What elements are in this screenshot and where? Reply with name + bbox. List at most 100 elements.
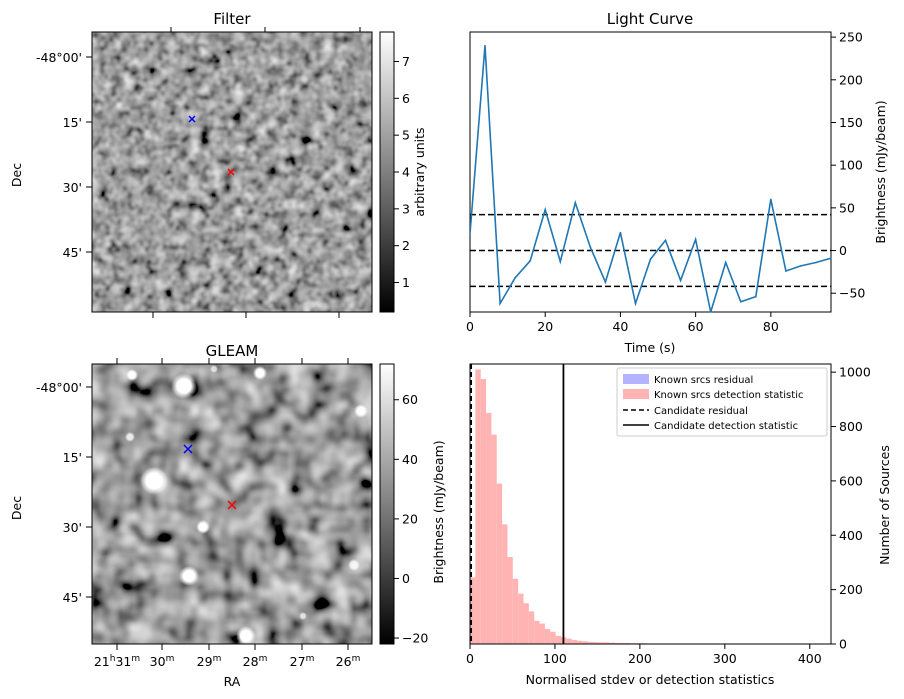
lightcurve-yticks: −50 0 50 100 150 200 250 [831,30,865,301]
histogram-right-ylabel: Number of Sources [877,445,892,565]
histogram-xtick-label: 100 [543,651,567,666]
histogram-bar [475,369,481,644]
gleam-colorbar-tick-label: 0 [402,571,410,586]
histogram-bar [496,483,503,644]
filter-colorbar-ticks: 1 2 3 4 5 6 7 [394,54,410,290]
filter-ytick-2: 30' [63,180,82,195]
filter-colorbar-label: arbitrary units [412,127,427,216]
lightcurve-point [484,44,486,47]
histogram-bar [555,635,561,644]
histogram-bar [518,593,524,644]
gleam-colorbar-ticks: −20 0 20 40 60 [394,392,428,646]
histogram-yticks: 0 200 400 600 800 1000 [831,365,871,652]
histogram-xtick-label: 200 [628,651,652,666]
gleam-source [236,626,256,646]
filter-candidate-marker [227,168,235,176]
histogram-ytick-label: 600 [839,473,863,488]
lightcurve-point [709,311,712,313]
histogram-bar [619,642,626,644]
lightcurve-point [770,198,772,201]
lightcurve-threshold-lines [470,213,831,288]
histogram-bar [491,434,497,644]
filter-ylabel: Dec [9,163,24,187]
gleam-xtick-3: 28m [243,654,268,669]
lightcurve-xlabel: Time (s) [624,340,676,355]
histogram-bar [470,577,476,644]
lightcurve-point [679,279,682,282]
gleam-xtick-2: 29m [197,654,222,669]
lightcurve-point [559,260,562,263]
gleam-known-source-marker [183,444,193,454]
histogram-bar [625,642,631,644]
gleam-source [210,365,218,373]
filter-known-source-marker [188,115,196,123]
filter-colorbar-tick-label: 6 [402,91,410,106]
gleam-ylabel: Dec [9,496,24,520]
histogram-bar [614,642,620,644]
lightcurve-point [514,277,516,279]
lightcurve-xticks: 0 20 40 60 80 [466,312,779,334]
filter-title: Filter [213,10,251,28]
histogram-left-ylabel: Brightness (mJy/beam) [431,440,446,583]
histogram-bar [544,629,551,644]
gleam-source [348,559,360,571]
gleam-ytick-0: -48°00' [36,380,82,395]
gleam-colorbar-tick-label: 60 [402,392,418,407]
histogram-bar [582,641,588,644]
filter-ytick-0: -48°00' [36,50,82,65]
filter-colorbar-tick-label: 3 [402,201,410,216]
gleam-source [196,520,210,534]
filter-ytick-3: 45' [63,245,82,260]
filter-colorbar-tick-label: 7 [402,54,410,69]
histogram-legend: Known srcs residual Known srcs detection… [616,367,828,437]
lightcurve-ylabel: Brightness (mJy/beam) [873,100,888,243]
filter-colorbar [379,31,395,313]
histogram-ytick-label: 1000 [839,365,871,380]
histogram-xticks: 0 100 200 300 400 [466,644,822,666]
histogram-bar [577,640,583,644]
legend-label-known-residual: Known srcs residual [654,375,753,386]
histogram-xtick-label: 300 [713,651,737,666]
lightcurve-point [664,239,667,242]
lightcurve-point [469,232,471,235]
histogram-frame [469,363,832,645]
gleam-bright-sources [125,365,368,646]
lightcurve-panel: Light Curve 0 20 40 60 80 −50 0 50 100 150 200 250… [466,10,888,355]
histogram-bar [534,620,540,644]
histogram-xtick-label: 0 [466,651,474,666]
histogram-bar [598,642,604,644]
lightcurve-title: Light Curve [607,10,693,28]
lightcurve-point [499,302,501,305]
legend-box [616,367,828,437]
gleam-colorbar-tick-label: −20 [402,631,428,646]
gleam-colorbar-tick-label: 20 [402,511,418,526]
lightcurve-ytick-label: 0 [839,243,847,258]
filter-colorbar-tick-label: 5 [402,128,410,143]
lightcurve-point [785,270,787,272]
lightcurve-point [815,261,817,264]
histogram-bar [502,524,508,644]
histogram-ytick-label: 0 [839,637,847,652]
gleam-xtick-0: 21h31m [94,654,140,669]
histogram-bar [480,378,487,644]
gleam-xtick-5: 26m [336,654,361,669]
lightcurve-point [619,231,622,234]
lightcurve-xtick-label: 60 [688,319,704,334]
lightcurve-ytick-label: −50 [839,286,865,301]
lightcurve-point [649,258,652,260]
filter-colorbar-tick-label: 2 [402,238,410,253]
lightcurve-points [469,44,832,313]
histogram-ytick-label: 200 [839,582,863,597]
lightcurve-point [724,261,727,264]
histogram-bar [593,642,599,644]
lightcurve-point [694,238,697,241]
gleam-xtick-1: 30m [150,654,175,669]
filter-frame [91,31,373,313]
histogram-bars [470,369,818,644]
filter-ytick-1: 15' [63,115,82,130]
gleam-source [253,366,267,380]
legend-label-candidate-detection: Candidate detection statistic [654,421,798,432]
legend-label-candidate-residual: Candidate residual [654,406,748,417]
histogram-ytick-label: 800 [839,419,863,434]
gleam-ytick-1: 15' [63,450,82,465]
